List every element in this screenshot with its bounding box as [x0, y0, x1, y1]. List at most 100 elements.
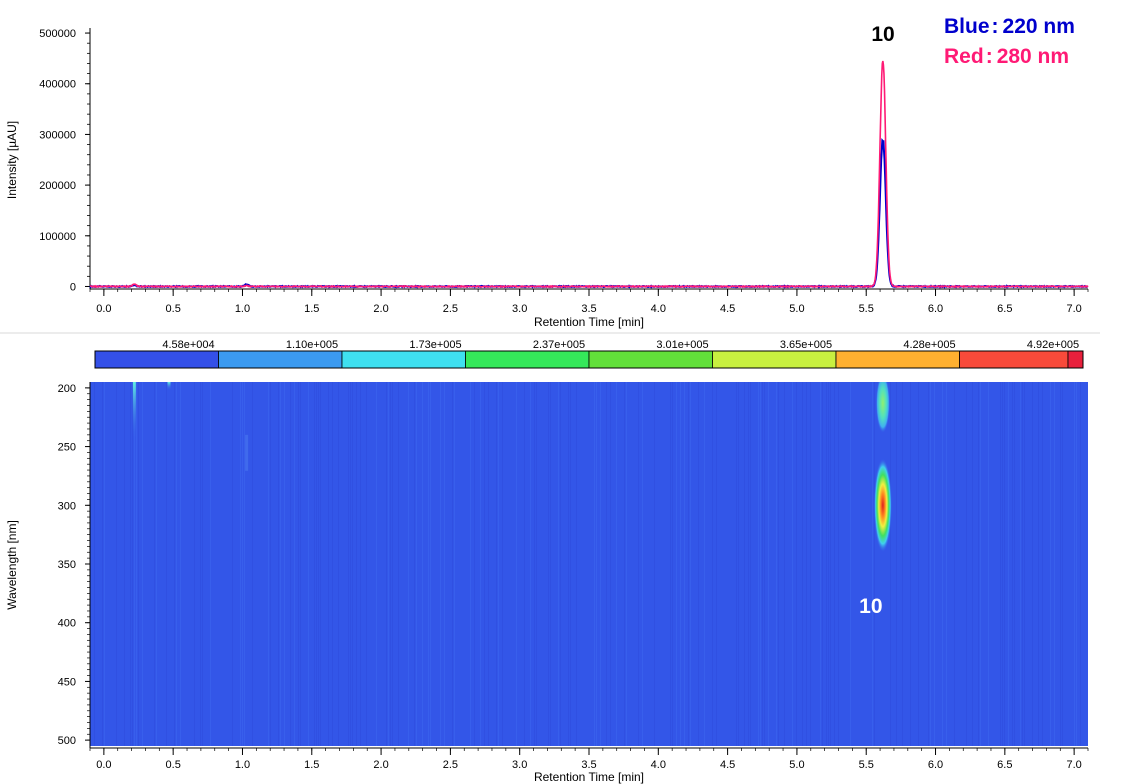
heatmap-noise-stripe [102, 382, 103, 746]
heatmap-noise-stripe [316, 382, 317, 746]
heatmap-noise-stripe [480, 382, 481, 746]
heatmap-noise-stripe [392, 382, 393, 746]
heatmap-noise-stripe [638, 382, 639, 746]
heatmap-noise-stripe [1032, 382, 1033, 746]
heatmap-noise-stripe [1062, 382, 1063, 746]
heatmap-noise-stripe [1038, 382, 1039, 746]
top-y-tick-label: 200000 [39, 180, 76, 192]
heatmap-noise-stripe [1076, 382, 1077, 746]
heatmap-noise-stripe [910, 382, 911, 746]
heatmap-noise-stripe [616, 382, 617, 746]
heatmap-noise-stripe [166, 382, 167, 746]
heatmap-noise-stripe [1042, 382, 1043, 746]
top-x-tick-label: 0.0 [96, 303, 111, 315]
heatmap-noise-stripe [698, 382, 699, 746]
heatmap-noise-stripe [568, 382, 569, 746]
heatmap-minor-streak [245, 434, 249, 471]
heatmap-noise-stripe [1024, 382, 1025, 746]
heatmap-noise-stripe [332, 382, 333, 746]
heatmap-noise-stripe [820, 382, 821, 746]
heatmap-x-tick-label: 0.0 [96, 759, 111, 771]
heatmap-noise-stripe [530, 382, 531, 746]
top-y-tick-label: 300000 [39, 129, 76, 141]
heatmap-noise-stripe [524, 382, 525, 746]
top-chart: 0 100000 200000 300000 400000 500000 0.0 0.5 1.… [5, 15, 1089, 329]
series-280nm-line [89, 60, 1089, 289]
heatmap-noise-stripe [828, 382, 829, 746]
heatmap-noise-stripe [980, 382, 981, 746]
top-x-tick-label: 5.0 [789, 303, 804, 315]
series-220nm-line [89, 138, 1089, 289]
colorbar-label: 4.58e+004 [162, 339, 214, 351]
heatmap-noise-stripe [376, 382, 377, 746]
heatmap-noise-stripe [470, 382, 471, 746]
colorbar-label: 3.65e+005 [780, 339, 832, 351]
svg-text:Red:280 nm: Red: 280 nm [944, 45, 1069, 68]
heatmap-noise-stripe [1012, 382, 1013, 746]
heatmap-noise-stripe [972, 382, 973, 746]
heatmap-noise-stripe [156, 382, 157, 746]
top-x-tick-label: 7.0 [1066, 303, 1081, 315]
heatmap-x-axis-label: Retention Time [min] [534, 770, 644, 784]
heatmap-noise-stripe [174, 382, 175, 746]
colorbar-cell [218, 350, 343, 369]
heatmap-noise-stripe [314, 382, 315, 746]
top-x-tick-label: 1.0 [235, 303, 250, 315]
heatmap-noise-stripe [988, 382, 989, 746]
heatmap-y-tick-label: 350 [58, 559, 76, 571]
heatmap-noise-stripe [796, 382, 797, 746]
heatmap-noise-stripe [902, 382, 903, 746]
heatmap-peak-label: 10 [859, 595, 882, 618]
heatmap-noise-stripe [1002, 382, 1003, 746]
heatmap-noise-stripe [978, 382, 979, 746]
heatmap-noise-stripe [270, 382, 271, 746]
colorbar-label: 2.37e+005 [533, 339, 585, 351]
heatmap-noise-stripe [690, 382, 691, 746]
heatmap-x-tick-label: 0.5 [166, 759, 181, 771]
top-x-tick-label: 0.5 [166, 303, 181, 315]
heatmap-noise-stripe [1080, 382, 1081, 746]
heatmap-noise-stripe [452, 382, 453, 746]
colorbar-cell [588, 350, 713, 369]
heatmap-early-streak [167, 382, 171, 390]
heatmap-noise-stripe [194, 382, 195, 746]
heatmap-noise-stripe [792, 382, 793, 746]
heatmap-noise-stripe [890, 382, 891, 746]
heatmap-noise-stripe [242, 382, 243, 746]
heatmap-noise-stripe [308, 382, 309, 746]
heatmap-x-tick-label: 6.0 [928, 759, 943, 771]
heatmap-noise-stripe [750, 382, 751, 746]
heatmap-noise-stripe [348, 382, 349, 746]
heatmap-peak-220nm-blob [875, 382, 890, 434]
heatmap-noise-stripe [1000, 382, 1001, 746]
top-x-tick-label: 1.5 [304, 303, 319, 315]
heatmap-y-tick-label: 450 [58, 676, 76, 688]
heatmap-noise-stripe [850, 382, 851, 746]
heatmap-noise-stripe [290, 382, 291, 746]
heatmap-noise-stripe [806, 382, 807, 746]
heatmap-noise-stripe [416, 382, 417, 746]
heatmap-noise-stripe [838, 382, 839, 746]
heatmap-noise-stripe [610, 382, 611, 746]
heatmap-x-tick-label: 1.0 [235, 759, 250, 771]
heatmap-noise-stripe [1060, 382, 1061, 746]
heatmap-noise-stripe [594, 382, 595, 746]
heatmap-noise-stripe [550, 382, 551, 746]
heatmap-noise-stripe [624, 382, 625, 746]
heatmap-noise-stripe [834, 382, 835, 746]
top-x-axis-label: Retention Time [min] [534, 315, 644, 329]
colorbar-cell [341, 350, 466, 369]
heatmap-noise-stripe [388, 382, 389, 746]
heatmap-background [90, 382, 1088, 746]
heatmap-noise-stripe [548, 382, 549, 746]
colorbar-cell [1067, 350, 1084, 369]
heatmap-y-tick-label: 200 [58, 383, 76, 395]
heatmap-noise-stripe [320, 382, 321, 746]
heatmap-noise-stripe [1004, 382, 1005, 746]
top-x-tick-label: 6.0 [928, 303, 943, 315]
heatmap-noise-stripe [300, 382, 301, 746]
heatmap-noise-stripe [496, 382, 497, 746]
colorbar-cell [465, 350, 590, 369]
legend-red-value: 280 nm [997, 45, 1069, 68]
